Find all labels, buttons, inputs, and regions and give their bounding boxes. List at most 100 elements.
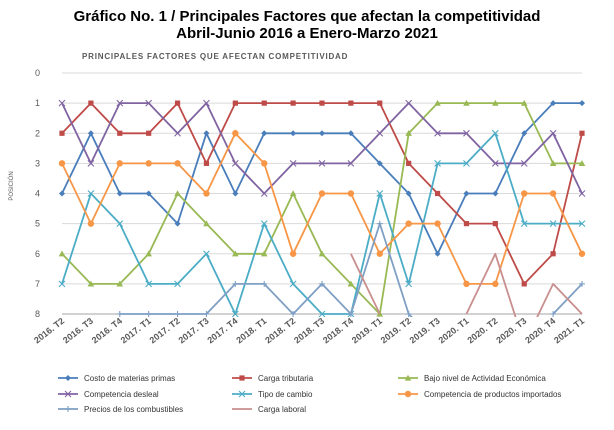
marker-x bbox=[318, 310, 326, 317]
series-line bbox=[61, 102, 583, 195]
y-tick-label: 2 bbox=[35, 128, 40, 138]
marker-x bbox=[376, 129, 384, 137]
marker-triangle bbox=[232, 250, 239, 257]
marker-circle bbox=[492, 280, 499, 288]
marker-circle bbox=[434, 220, 441, 227]
marker-circle bbox=[318, 190, 326, 197]
marker-plus bbox=[65, 406, 71, 412]
marker-plus bbox=[116, 311, 123, 317]
marker-x bbox=[463, 159, 470, 167]
marker-plus bbox=[203, 311, 210, 317]
marker-x bbox=[520, 220, 528, 228]
series-bajo-nivel-de-actividad-economica bbox=[58, 99, 586, 317]
marker-x bbox=[434, 159, 441, 167]
x-tick-label: 2016. T4 bbox=[90, 316, 124, 346]
legend-label: Carga laboral bbox=[258, 405, 306, 414]
marker-square bbox=[348, 100, 354, 106]
x-tick-label: 2016. T3 bbox=[61, 316, 95, 346]
marker-square bbox=[239, 375, 245, 381]
legend-label: Precios de los combustibles bbox=[84, 405, 183, 414]
marker-plus bbox=[376, 220, 383, 227]
marker-square bbox=[463, 221, 470, 227]
main-title-line1: Gráfico No. 1 / Principales Factores que… bbox=[73, 8, 541, 25]
marker-circle bbox=[376, 250, 383, 257]
marker-plus bbox=[261, 280, 268, 287]
marker-x bbox=[203, 99, 210, 107]
x-tick-label: 2017. T2 bbox=[148, 316, 182, 346]
marker-x bbox=[347, 159, 355, 167]
marker-triangle bbox=[260, 250, 268, 257]
marker-triangle bbox=[145, 250, 152, 257]
marker-x bbox=[174, 280, 181, 288]
marker-plus bbox=[145, 311, 152, 317]
marker-diamond bbox=[116, 190, 123, 197]
marker-diamond bbox=[347, 130, 354, 137]
marker-circle bbox=[203, 190, 210, 197]
marker-circle bbox=[87, 220, 95, 227]
marker-square bbox=[377, 100, 383, 106]
marker-circle bbox=[347, 190, 355, 197]
marker-diamond bbox=[59, 190, 65, 197]
x-tick-label: 2017. T4 bbox=[205, 316, 239, 346]
marker-square bbox=[290, 100, 296, 106]
marker-circle bbox=[145, 160, 152, 167]
marker-x bbox=[491, 129, 499, 137]
marker-diamond bbox=[319, 130, 325, 137]
marker-square bbox=[521, 281, 527, 287]
marker-x bbox=[405, 280, 413, 288]
marker-diamond bbox=[174, 220, 181, 227]
marker-square bbox=[406, 160, 412, 166]
marker-x bbox=[289, 159, 297, 167]
x-tick-label: 2017. T1 bbox=[119, 316, 153, 346]
marker-x bbox=[578, 190, 586, 197]
marker-x bbox=[289, 280, 297, 288]
x-tick-label: 2017. T3 bbox=[177, 316, 211, 346]
marker-x bbox=[238, 390, 246, 398]
y-axis-title: POSICIÓN bbox=[8, 171, 15, 200]
series-line bbox=[350, 252, 583, 317]
marker-square bbox=[232, 100, 238, 106]
y-tick-label: 3 bbox=[35, 158, 40, 168]
legend-label: Competencia desleal bbox=[84, 390, 159, 399]
marker-square bbox=[434, 190, 441, 197]
marker-square bbox=[261, 100, 267, 106]
marker-circle bbox=[261, 160, 268, 167]
marker-triangle bbox=[289, 190, 297, 197]
chart-header: Gráfico No. 1 / Principales Factores que… bbox=[0, 8, 614, 42]
x-tick-label: 2020. T3 bbox=[494, 316, 528, 346]
y-tick-label: 8 bbox=[35, 309, 40, 319]
marker-triangle bbox=[549, 160, 557, 166]
x-tick-label: 2019. T2 bbox=[379, 316, 413, 346]
y-tick-label: 5 bbox=[35, 219, 40, 229]
marker-x bbox=[145, 280, 153, 288]
marker-triangle bbox=[203, 220, 210, 227]
marker-circle bbox=[174, 160, 181, 167]
legend-item: Tipo de cambio bbox=[232, 390, 313, 399]
marker-triangle bbox=[347, 280, 355, 287]
marker-circle bbox=[404, 390, 412, 398]
marker-circle bbox=[463, 280, 470, 288]
legend-item: Carga tributaria bbox=[232, 374, 314, 383]
marker-square bbox=[146, 130, 152, 136]
marker-triangle bbox=[404, 374, 412, 381]
marker-diamond bbox=[87, 130, 94, 137]
marker-circle bbox=[289, 250, 297, 257]
marker-x bbox=[58, 99, 66, 107]
marker-triangle bbox=[520, 99, 528, 106]
legend-item: Competencia de productos importados bbox=[398, 390, 561, 399]
x-tick-label: 2019. T3 bbox=[408, 316, 442, 346]
marker-plus bbox=[232, 280, 239, 287]
marker-diamond bbox=[405, 190, 412, 197]
x-tick-label: 2020. T2 bbox=[465, 316, 499, 346]
marker-square bbox=[492, 221, 498, 227]
marker-x bbox=[318, 159, 326, 167]
marker-x bbox=[463, 129, 470, 137]
x-tick-label: 2016. T2 bbox=[32, 316, 66, 346]
series-tipo-de-cambio bbox=[58, 129, 586, 317]
marker-square bbox=[319, 100, 325, 106]
marker-triangle bbox=[318, 250, 326, 257]
marker-diamond bbox=[463, 190, 470, 197]
legend-label: Competencia de productos importados bbox=[424, 390, 561, 399]
series-costo-de-materias-primas bbox=[59, 100, 585, 257]
